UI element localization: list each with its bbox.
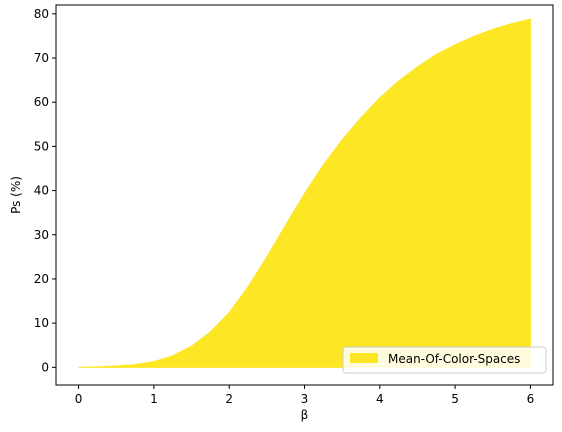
y-tick-label: 0 xyxy=(41,360,49,374)
y-tick-label: 50 xyxy=(34,139,49,153)
x-tick-label: 4 xyxy=(376,392,384,406)
area-series-0 xyxy=(78,18,531,368)
y-tick-label: 40 xyxy=(34,184,49,198)
x-tick-label: 2 xyxy=(225,392,233,406)
y-tick-label: 30 xyxy=(34,228,49,242)
legend: Mean-Of-Color-Spaces xyxy=(342,346,547,374)
legend-box xyxy=(342,346,547,374)
x-axis-label: β xyxy=(301,408,309,422)
x-tick-label: 6 xyxy=(527,392,535,406)
legend-label: Mean-Of-Color-Spaces xyxy=(388,352,520,366)
y-tick-label: 70 xyxy=(34,51,49,65)
x-axis: 0 1 2 3 4 5 6 xyxy=(75,385,534,406)
x-tick-label: 5 xyxy=(451,392,459,406)
y-axis: 0 10 20 30 40 50 60 70 80 xyxy=(34,7,56,374)
x-tick-label: 3 xyxy=(301,392,309,406)
x-tick-label: 0 xyxy=(75,392,83,406)
y-axis-label: Ps (%) xyxy=(9,176,23,214)
x-tick-label: 1 xyxy=(150,392,158,406)
y-tick-label: 20 xyxy=(34,272,49,286)
y-tick-label: 10 xyxy=(34,316,49,330)
y-tick-label: 80 xyxy=(34,7,49,21)
area-layer xyxy=(78,18,531,368)
legend-swatch xyxy=(350,353,378,363)
y-tick-label: 60 xyxy=(34,95,49,109)
